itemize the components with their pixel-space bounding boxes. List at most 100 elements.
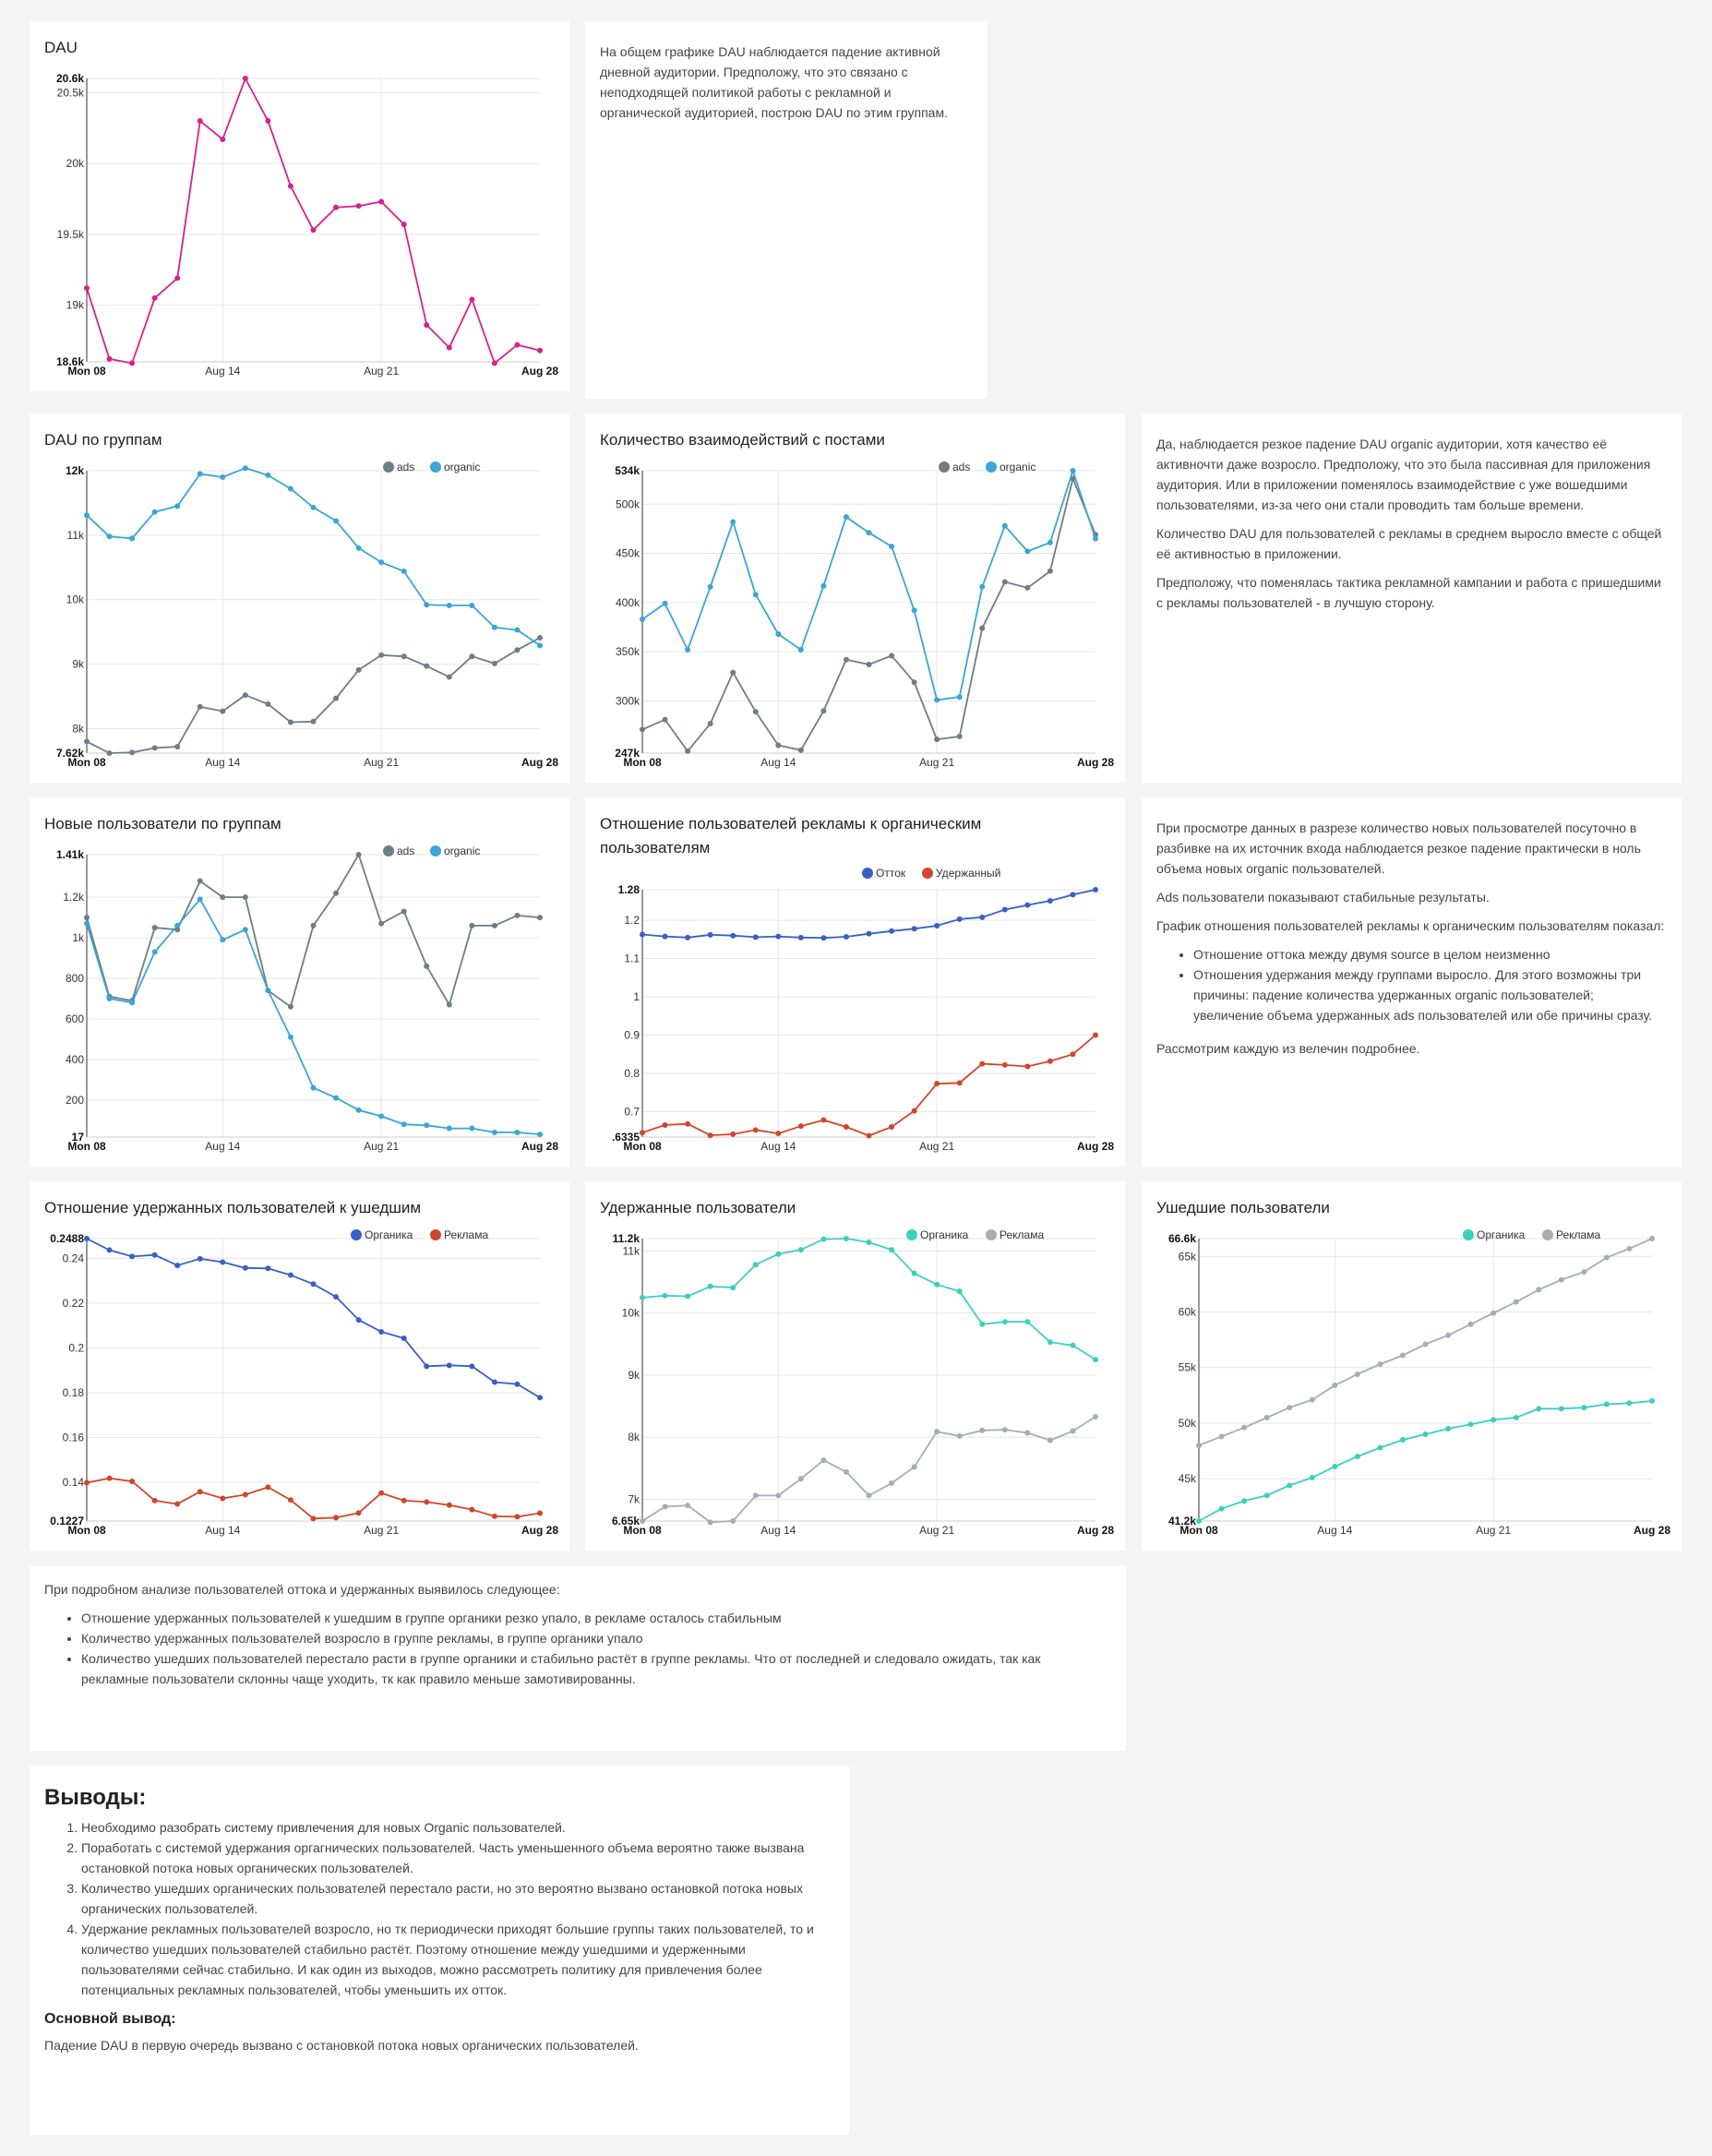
data-point xyxy=(640,1294,645,1300)
y-tick-label: 1k xyxy=(72,931,85,944)
data-point xyxy=(106,995,113,1001)
data-point xyxy=(707,1283,713,1289)
legend-marker xyxy=(351,1229,362,1240)
data-point xyxy=(707,1132,713,1139)
data-point xyxy=(287,1272,293,1278)
data-point xyxy=(752,1262,759,1268)
data-point xyxy=(242,76,248,81)
chart-card-dau: 18.6k 19k 19.5k 20k 20.5k 20.6k Mon 08 Aug 14 Au… xyxy=(30,21,569,391)
text-card-dau-note: На общем графике DAU наблюдается падение… xyxy=(585,21,988,399)
data-point xyxy=(1263,1492,1270,1499)
data-point xyxy=(197,1255,203,1262)
data-point xyxy=(707,931,713,938)
data-point xyxy=(911,1464,917,1470)
data-point xyxy=(491,1513,497,1519)
note-paragraph: При просмотре данных в разрезе количеств… xyxy=(1156,820,1641,876)
data-point xyxy=(378,559,385,566)
data-point xyxy=(1196,1518,1202,1524)
chart-title: Ушедшие пользователи xyxy=(1156,1199,1330,1216)
y-tick-label: 800 xyxy=(66,972,84,985)
legend-label: Реклама xyxy=(1556,1228,1600,1241)
data-point xyxy=(514,627,521,633)
data-point xyxy=(424,322,430,329)
x-tick-label: Aug 14 xyxy=(1317,1524,1352,1537)
data-point xyxy=(1422,1431,1429,1438)
chart-plot: 17 200 400 600 800 1k 1.2k 1.41k Mon 08 Aug 14 Aug… xyxy=(56,844,558,1153)
series-line xyxy=(641,889,1096,940)
data-point xyxy=(1024,548,1031,555)
data-point xyxy=(446,674,452,680)
x-tick-label: Aug 21 xyxy=(1476,1524,1511,1537)
data-point xyxy=(514,647,521,653)
data-point xyxy=(820,582,827,589)
data-point xyxy=(1093,887,1098,892)
data-point xyxy=(1558,1406,1564,1412)
x-tick-label: Aug 21 xyxy=(364,1140,399,1153)
note-paragraph: Количество DAU для пользователей с рекла… xyxy=(1156,526,1662,561)
y-tick-label: 6.65k xyxy=(612,1515,640,1527)
data-point xyxy=(106,750,113,756)
data-point xyxy=(956,916,963,922)
data-point xyxy=(1558,1276,1564,1283)
data-point xyxy=(84,915,90,921)
data-point xyxy=(685,934,691,940)
data-point xyxy=(911,679,917,686)
conclusions-title: Выводы: xyxy=(44,1785,147,1810)
data-point xyxy=(401,1335,407,1341)
y-tick-label: 300k xyxy=(616,694,641,707)
data-point xyxy=(843,656,849,663)
data-point xyxy=(752,934,759,940)
data-point xyxy=(1001,906,1008,913)
data-point xyxy=(129,1479,136,1485)
data-point xyxy=(1218,1505,1225,1512)
series-line xyxy=(86,467,541,647)
data-point xyxy=(265,1484,271,1491)
data-point xyxy=(866,930,872,937)
data-point xyxy=(1196,1443,1202,1449)
data-point xyxy=(1399,1437,1406,1443)
data-point xyxy=(889,1124,895,1131)
legend-label: ads xyxy=(397,844,414,857)
data-point xyxy=(752,1127,759,1133)
list-item: Необходимо разобрать систему привлечения… xyxy=(81,1817,834,1838)
data-point xyxy=(1024,584,1031,591)
data-point xyxy=(424,963,430,969)
data-point xyxy=(151,509,158,515)
data-point xyxy=(333,1294,340,1300)
data-point xyxy=(889,653,895,659)
x-tick-label: Aug 28 xyxy=(1077,1524,1114,1537)
data-point xyxy=(310,718,317,725)
data-point xyxy=(1047,1339,1053,1346)
data-point xyxy=(1332,1383,1338,1389)
data-point xyxy=(424,1363,430,1370)
note-paragraph: Предположу, что поменялась тактика рекла… xyxy=(1156,575,1661,610)
data-point xyxy=(265,701,271,707)
data-point xyxy=(1001,1427,1008,1433)
data-point xyxy=(287,1034,293,1040)
data-point xyxy=(956,1080,963,1086)
data-point xyxy=(514,912,521,918)
y-tick-label: 66.6k xyxy=(1168,1232,1196,1245)
data-point xyxy=(84,920,90,927)
note-paragraph: График отношения пользователей рекламы к… xyxy=(1156,918,1665,933)
y-tick-label: .6335 xyxy=(612,1131,640,1144)
x-tick-label: Aug 21 xyxy=(364,365,399,377)
data-point xyxy=(866,1240,872,1246)
data-point xyxy=(911,1270,917,1276)
data-point xyxy=(979,583,986,590)
data-point xyxy=(866,1492,872,1499)
x-tick-label: Aug 21 xyxy=(364,1524,399,1537)
data-point xyxy=(640,1130,645,1136)
y-tick-label: 0.7 xyxy=(624,1105,640,1118)
data-point xyxy=(446,603,452,609)
data-point xyxy=(797,647,804,653)
data-point xyxy=(1513,1414,1519,1420)
x-tick-label: Aug 14 xyxy=(205,1140,240,1153)
y-tick-label: 9k xyxy=(628,1369,641,1382)
legend-marker xyxy=(383,461,394,473)
data-point xyxy=(491,360,497,366)
data-point xyxy=(911,1108,917,1114)
x-tick-label: Aug 14 xyxy=(205,1524,240,1537)
y-tick-label: 12k xyxy=(66,464,84,477)
data-point xyxy=(685,748,691,754)
